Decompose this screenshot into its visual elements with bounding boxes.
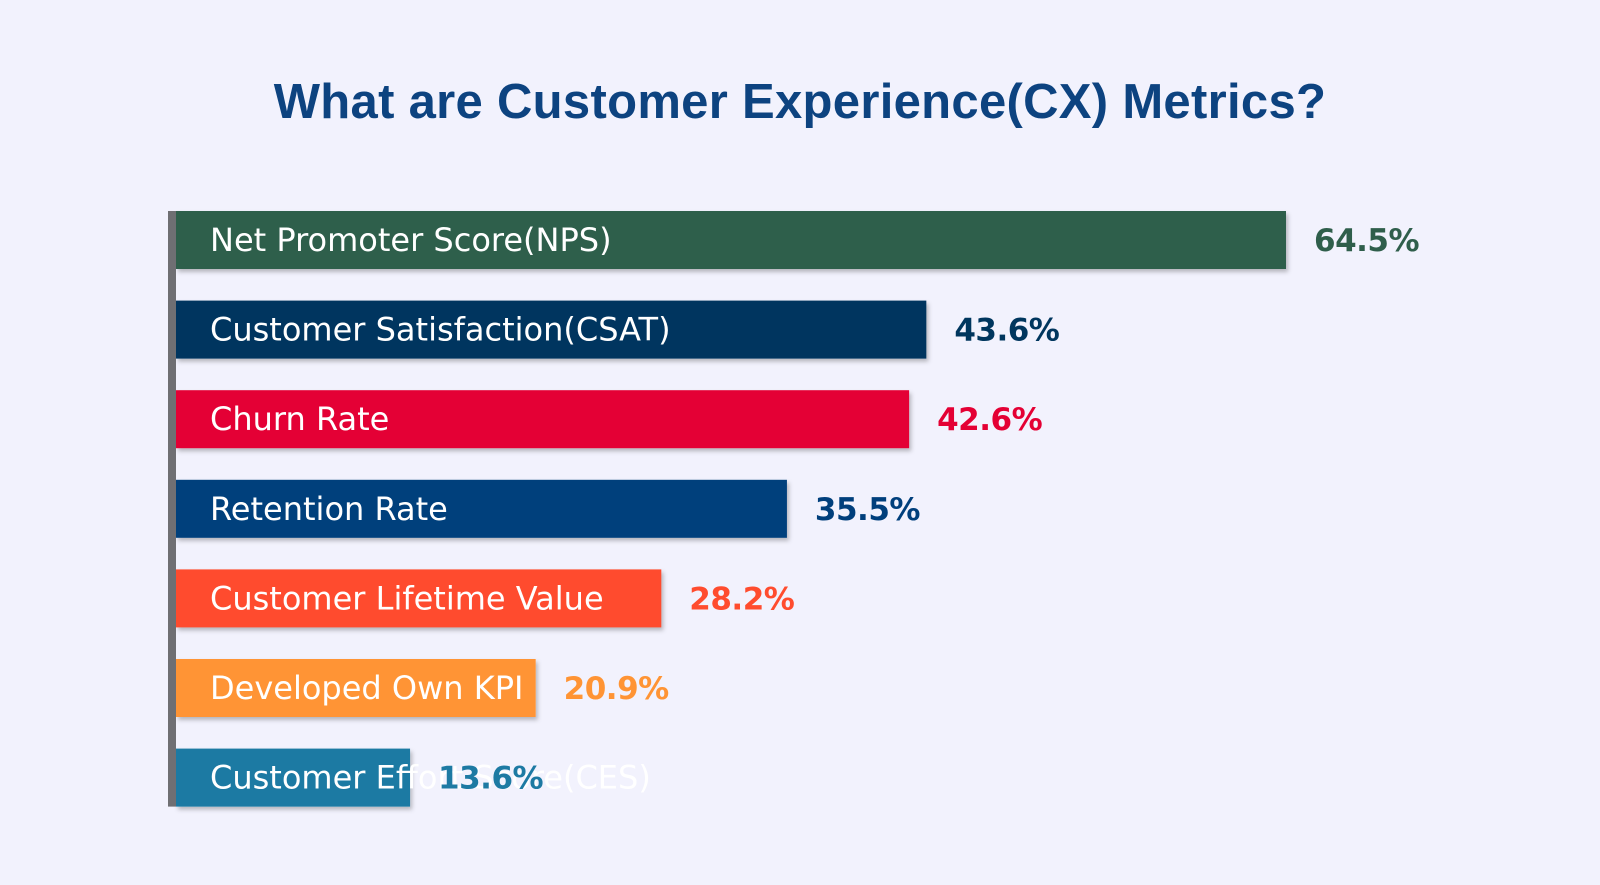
bar-category-label: Customer Satisfaction(CSAT): [210, 311, 671, 349]
bar-category-label: Retention Rate: [210, 490, 448, 528]
bar-value-label: 35.5%: [815, 492, 920, 528]
bar-2: [176, 300, 927, 359]
bar-4: [176, 479, 787, 538]
chart-title: What are Customer Experience(CX) Metrics…: [273, 75, 1327, 129]
bar-value-label: 42.6%: [937, 402, 1042, 438]
bar-1: [176, 211, 1286, 269]
bar-7: [176, 748, 411, 807]
bar-value-label: 43.6%: [954, 313, 1059, 349]
bar-3: [176, 390, 910, 449]
bar-category-label: Customer Lifetime Value: [210, 579, 604, 617]
y-axis-line: [168, 211, 176, 807]
bar-5: [176, 569, 662, 628]
bar-value-label: 28.2%: [689, 581, 794, 617]
bar-value-label: 64.5%: [1314, 223, 1419, 259]
bar-category-label: Developed Own KPI: [210, 669, 523, 707]
bar-category-label: Customer Effort Score(CES): [210, 759, 651, 797]
bar-value-label: 13.6%: [438, 761, 543, 797]
bar-category-label: Net Promoter Score(NPS): [210, 221, 612, 259]
bar-6: [176, 659, 536, 717]
bar-value-label: 20.9%: [564, 671, 669, 707]
bar-category-label: Churn Rate: [210, 400, 389, 438]
